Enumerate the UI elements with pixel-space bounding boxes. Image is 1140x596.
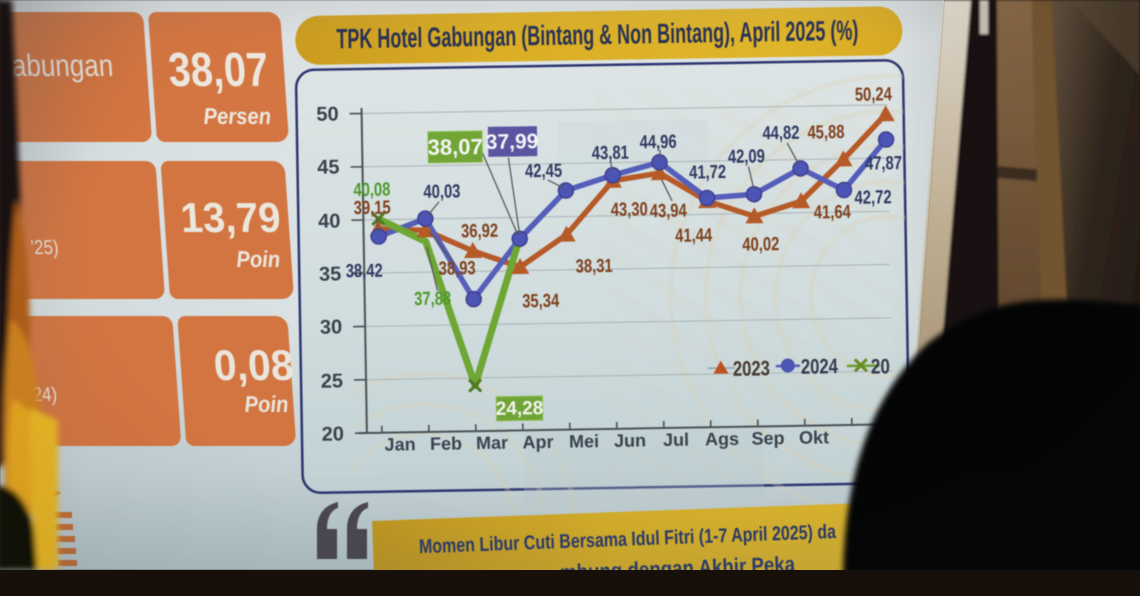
svg-text:44,96: 44,96 (639, 132, 676, 154)
svg-text:38,31: 38,31 (576, 256, 614, 278)
svg-text:36,92: 36,92 (461, 221, 498, 243)
svg-text:35,34: 35,34 (522, 291, 560, 313)
svg-text:40,03: 40,03 (423, 181, 460, 203)
svg-text:45: 45 (317, 156, 340, 178)
svg-text:40,02: 40,02 (742, 234, 779, 256)
svg-text:Mei: Mei (569, 431, 599, 451)
svg-text:50: 50 (316, 103, 339, 125)
svg-text:38,07: 38,07 (427, 134, 482, 160)
svg-text:38,93: 38,93 (439, 258, 476, 280)
svg-text:42,09: 42,09 (728, 146, 765, 168)
svg-text:43,81: 43,81 (592, 143, 630, 165)
svg-text:41,44: 41,44 (675, 225, 713, 247)
svg-text:20: 20 (321, 423, 344, 445)
svg-text:Jan: Jan (384, 434, 415, 455)
svg-text:42,45: 42,45 (525, 161, 563, 183)
svg-text:45,88: 45,88 (807, 122, 844, 144)
svg-text:38,42: 38,42 (346, 261, 383, 283)
svg-text:37,88: 37,88 (414, 289, 451, 311)
svg-text:44,82: 44,82 (762, 123, 799, 145)
svg-text:35: 35 (319, 263, 342, 285)
svg-text:Jul: Jul (663, 430, 689, 450)
svg-text:Jun: Jun (614, 430, 646, 451)
svg-text:43,30: 43,30 (611, 199, 648, 221)
svg-text:39,15: 39,15 (354, 198, 392, 220)
svg-text:41,72: 41,72 (689, 162, 726, 184)
svg-text:30: 30 (320, 316, 343, 338)
svg-text:Ags: Ags (705, 429, 739, 450)
svg-text:2023: 2023 (733, 357, 770, 381)
svg-text:41,64: 41,64 (814, 202, 852, 224)
svg-text:Mar: Mar (476, 433, 508, 454)
svg-text:24,28: 24,28 (496, 398, 544, 420)
svg-text:37,99: 37,99 (486, 130, 539, 154)
svg-text:Feb: Feb (430, 433, 462, 454)
svg-text:Apr: Apr (522, 432, 553, 453)
svg-text:25: 25 (321, 370, 344, 392)
svg-text:43,94: 43,94 (650, 201, 688, 223)
svg-text:40: 40 (318, 210, 341, 232)
